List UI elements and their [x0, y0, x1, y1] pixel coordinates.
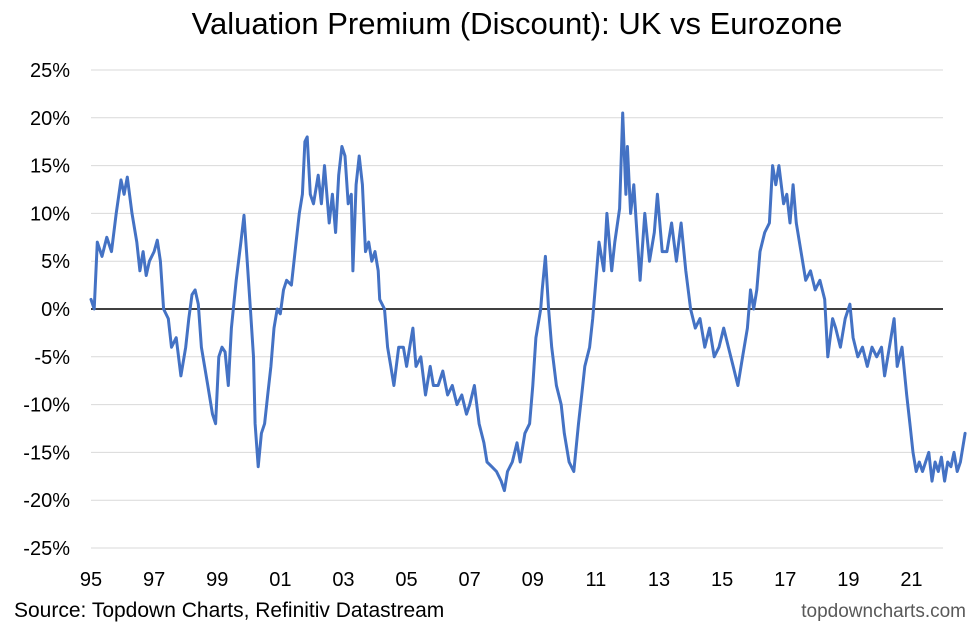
x-tick-label: 05 — [395, 569, 417, 591]
x-tick-label: 13 — [648, 569, 670, 591]
y-tick-label: -5% — [34, 347, 70, 369]
chart-title: Valuation Premium (Discount): UK vs Euro… — [191, 6, 843, 41]
y-tick-label: -10% — [23, 395, 70, 417]
series-line — [89, 111, 967, 493]
x-tick-label: 15 — [711, 569, 733, 591]
y-tick-label: -25% — [23, 538, 70, 560]
x-tick-label: 11 — [586, 569, 607, 591]
x-tick-label: 97 — [143, 569, 165, 591]
x-tick-label: 09 — [522, 569, 544, 591]
y-tick-label: 15% — [30, 156, 70, 178]
y-tick-label: 25% — [30, 60, 70, 82]
y-tick-label: -15% — [23, 442, 70, 464]
gridlines — [91, 69, 943, 549]
x-axis-tick-labels: 95 97 99 01 03 05 07 09 11 13 15 17 19 21 — [80, 569, 923, 591]
y-tick-label: 5% — [41, 251, 70, 273]
y-tick-label: -20% — [23, 490, 70, 512]
x-tick-label: 21 — [900, 569, 922, 591]
x-tick-label: 07 — [459, 569, 481, 591]
y-tick-label: 0% — [41, 299, 70, 321]
y-tick-label: 10% — [30, 203, 70, 225]
x-tick-label: 95 — [80, 569, 102, 591]
x-tick-label: 99 — [206, 569, 228, 591]
x-tick-label: 17 — [774, 569, 796, 591]
x-tick-label: 01 — [269, 569, 291, 591]
x-tick-label: 03 — [332, 569, 354, 591]
series-group — [89, 111, 967, 493]
source-note: Source: Topdown Charts, Refinitiv Datast… — [14, 599, 445, 622]
watermark: topdowncharts.com — [801, 601, 966, 622]
x-tick-label: 19 — [837, 569, 859, 591]
y-axis-tick-labels: 25% 20% 15% 10% 5% 0% -5% -10% -15% -20% -25% — [23, 60, 70, 560]
y-tick-label: 20% — [30, 108, 70, 130]
